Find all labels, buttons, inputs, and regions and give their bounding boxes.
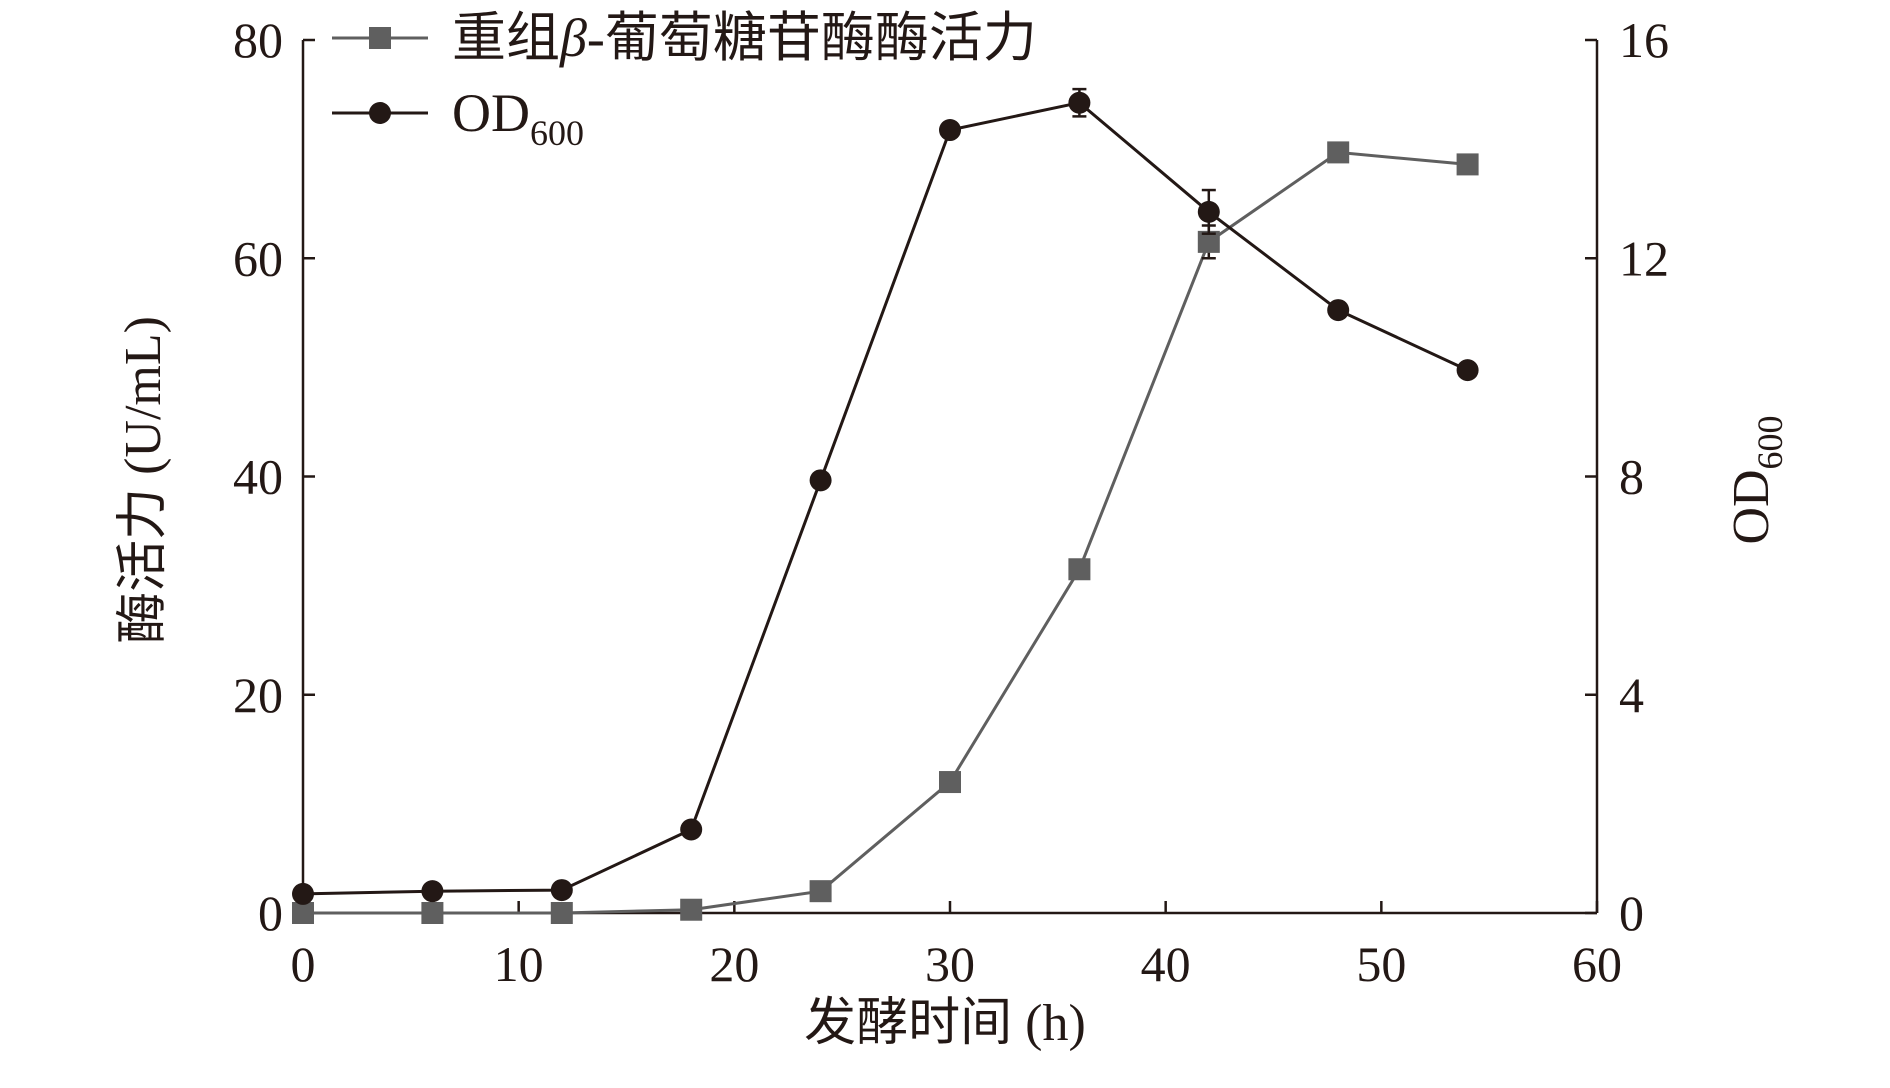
legend-label-od600-main: OD	[452, 83, 530, 143]
y-tick-label: 40	[233, 449, 283, 505]
y2-axis-title-main: OD	[1723, 469, 1780, 544]
legend-label-enzyme: 重组β-葡萄糖苷酶酶活力	[452, 8, 1037, 68]
x-tick-label: 0	[291, 936, 316, 992]
data-point-enzyme	[421, 902, 444, 924]
y-axis-title: 酶活力 (U/mL)	[115, 316, 172, 644]
data-point-od600	[421, 880, 444, 903]
legend-item-od600: OD600	[332, 83, 584, 153]
data-point-od600	[292, 882, 314, 905]
legend: 重组β-葡萄糖苷酶酶活力 OD600	[332, 8, 1037, 153]
y2-tick-label: 0	[1619, 885, 1644, 941]
series-layer	[292, 87, 1479, 924]
data-point-enzyme	[809, 880, 832, 903]
data-point-enzyme	[1197, 230, 1220, 253]
data-point-enzyme	[939, 771, 961, 794]
data-point-od600	[1068, 91, 1091, 114]
x-tick-label: 20	[709, 936, 759, 992]
series-enzyme	[292, 141, 1479, 924]
y-tick-label: 20	[233, 667, 283, 723]
data-point-od600	[1327, 299, 1350, 322]
y-tick-label: 0	[258, 885, 283, 941]
legend-marker-enzyme	[369, 27, 391, 49]
legend-item-enzyme: 重组β-葡萄糖苷酶酶活力	[332, 8, 1037, 68]
legend-marker-od600	[369, 102, 391, 124]
y2-axis-title: OD600	[1723, 415, 1790, 544]
y2-tick-label: 16	[1619, 12, 1669, 68]
x-tick-label: 10	[494, 936, 544, 992]
series-line-enzyme	[303, 150, 1468, 915]
legend-label-od600: OD600	[452, 83, 584, 153]
data-point-enzyme	[680, 898, 703, 921]
data-point-od600	[550, 879, 573, 902]
y2-tick-label: 8	[1619, 449, 1644, 505]
data-point-enzyme	[1456, 153, 1479, 176]
data-point-enzyme	[1327, 141, 1350, 164]
data-point-od600	[809, 469, 832, 492]
legend-label-od600-sub: 600	[530, 113, 584, 153]
y2-axis-title-sub: 600	[1750, 415, 1790, 469]
data-point-od600	[1456, 359, 1479, 382]
x-tick-label: 40	[1141, 936, 1191, 992]
legend-label-enzyme-suffix: -葡萄糖苷酶酶活力	[587, 8, 1037, 68]
y-tick-label: 80	[233, 12, 283, 68]
data-point-od600	[1197, 200, 1220, 223]
legend-label-enzyme-prefix: 重组	[452, 8, 560, 68]
data-point-enzyme	[550, 902, 573, 924]
x-tick-label: 60	[1572, 936, 1622, 992]
series-od600	[292, 87, 1479, 905]
x-axis-title: 发酵时间 (h)	[804, 995, 1086, 1052]
y-tick-label: 60	[233, 230, 283, 286]
data-point-enzyme	[292, 902, 314, 924]
x-tick-label: 30	[925, 936, 975, 992]
data-point-enzyme	[1068, 558, 1091, 581]
series-line-od600	[302, 101, 1469, 896]
y2-tick-label: 12	[1619, 230, 1669, 286]
y2-tick-label: 4	[1619, 667, 1644, 723]
data-point-od600	[939, 119, 961, 142]
data-point-od600	[680, 818, 703, 841]
x-tick-label: 50	[1356, 936, 1406, 992]
legend-label-enzyme-italic: β	[559, 8, 587, 68]
